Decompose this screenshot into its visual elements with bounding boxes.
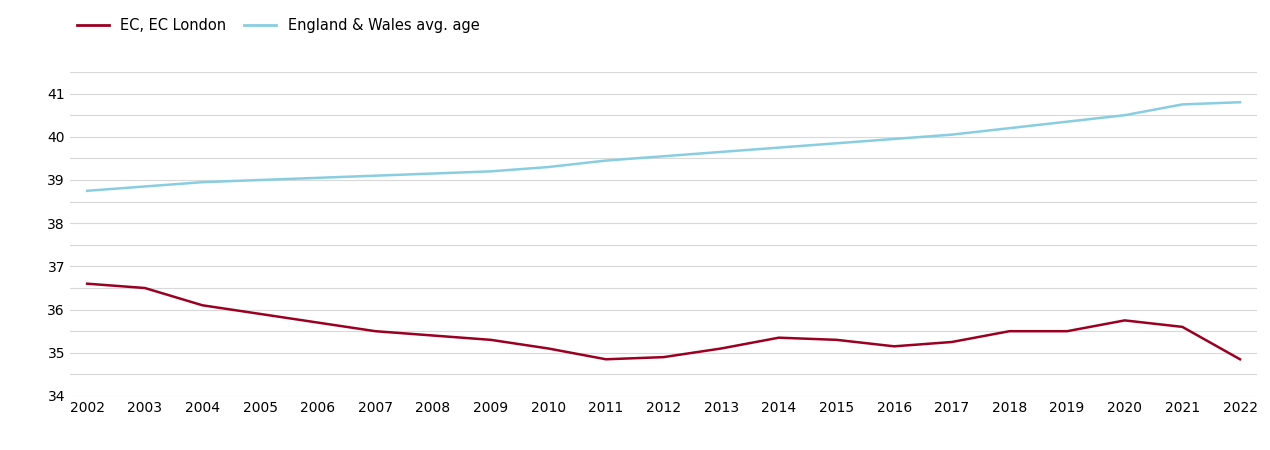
Legend: EC, EC London, England & Wales avg. age: EC, EC London, England & Wales avg. age [71,12,485,38]
